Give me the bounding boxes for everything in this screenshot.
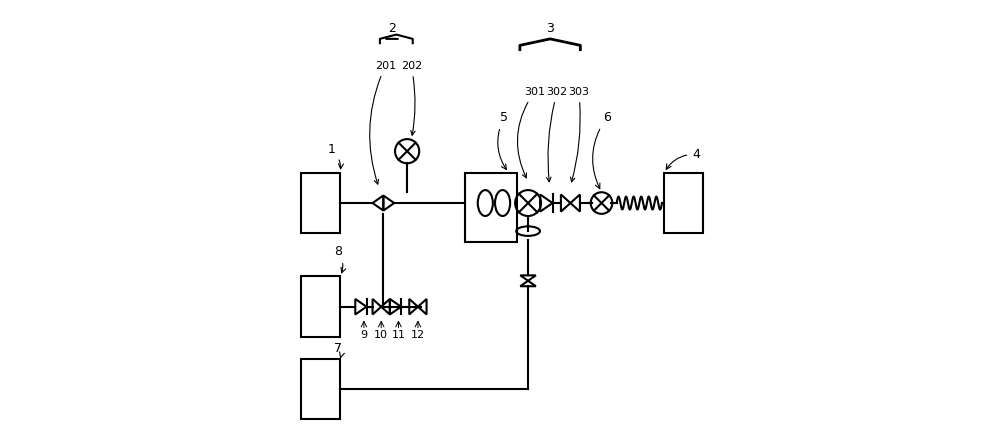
Bar xyxy=(664,173,703,233)
Bar xyxy=(465,173,517,242)
Bar xyxy=(301,276,340,337)
Text: 302: 302 xyxy=(547,87,568,182)
Text: 201: 201 xyxy=(370,61,396,184)
Text: 10: 10 xyxy=(374,330,388,340)
Polygon shape xyxy=(570,194,580,212)
Polygon shape xyxy=(520,281,536,286)
Polygon shape xyxy=(418,299,427,314)
Text: 8: 8 xyxy=(334,245,346,273)
Text: 9: 9 xyxy=(360,330,367,340)
Text: 7: 7 xyxy=(334,342,344,358)
Text: 202: 202 xyxy=(401,61,422,135)
Bar xyxy=(301,359,340,419)
Text: 1: 1 xyxy=(327,143,343,169)
Text: 2: 2 xyxy=(388,22,396,35)
Text: 4: 4 xyxy=(666,148,700,169)
Text: 11: 11 xyxy=(391,330,405,340)
Text: 301: 301 xyxy=(517,87,545,178)
Text: 6: 6 xyxy=(593,111,611,189)
Polygon shape xyxy=(561,194,570,212)
Polygon shape xyxy=(409,299,418,314)
Polygon shape xyxy=(373,299,381,314)
Text: 12: 12 xyxy=(411,330,425,340)
Polygon shape xyxy=(520,275,536,281)
Text: 3: 3 xyxy=(546,22,554,35)
Text: 5: 5 xyxy=(498,111,508,169)
Polygon shape xyxy=(381,299,390,314)
Text: 303: 303 xyxy=(568,87,589,182)
Bar xyxy=(301,173,340,233)
